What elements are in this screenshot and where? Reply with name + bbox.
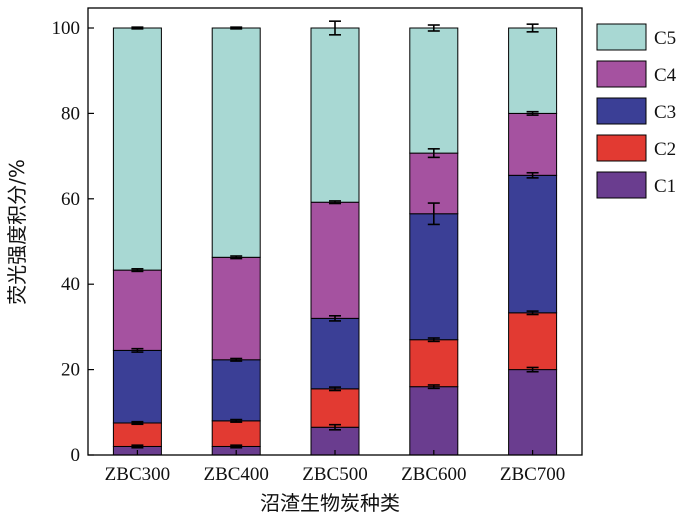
- legend-label-c5: C5: [654, 28, 676, 49]
- bar-zbc400-c3: [211, 359, 261, 422]
- legend-label-c3: C3: [654, 102, 676, 123]
- error-bar-zbc300-c4: [131, 268, 144, 273]
- error-bar-zbc700-c5: [526, 23, 539, 33]
- error-bar-zbc500-c4: [329, 200, 341, 205]
- error-bar-zbc500-c5: [329, 20, 341, 36]
- x-axis: ZBC300 ZBC400 ZBC500 ZBC600 ZBC700: [105, 450, 565, 485]
- bar-zbc700-c1: [508, 369, 558, 456]
- y-tick-label-80: 80: [61, 103, 80, 124]
- error-bar-zbc700-c4: [526, 110, 539, 116]
- legend-label-c4: C4: [654, 65, 677, 86]
- error-bar-zbc700-c2: [526, 310, 539, 316]
- error-bar-zbc500-c2: [329, 386, 341, 392]
- bars-layer: [112, 27, 558, 456]
- legend-swatch-c3: [596, 97, 647, 125]
- y-tick-label-20: 20: [61, 360, 80, 381]
- bar-zbc400-c4: [211, 256, 261, 361]
- bar-zbc600-c3: [409, 213, 459, 341]
- bar-zbc400-c2: [211, 420, 261, 447]
- legend-swatch-c5: [596, 23, 647, 51]
- bar-zbc700-c5: [508, 27, 558, 114]
- error-bar-zbc500-c1: [329, 423, 341, 431]
- y-axis: 0 20 40 60 80 100: [52, 18, 94, 466]
- x-tick-label-zbc700: ZBC700: [500, 464, 565, 485]
- legend-label-c1: C1: [654, 176, 676, 197]
- error-bar-zbc600-c2: [427, 337, 440, 343]
- bar-zbc500-c3: [310, 317, 360, 390]
- x-axis-title: 沼渣生物炭种类: [260, 491, 400, 515]
- x-tick-label-zbc600: ZBC600: [401, 464, 466, 485]
- error-bar-zbc700-c3: [526, 171, 539, 179]
- error-bar-zbc600-c3: [427, 202, 440, 226]
- y-tick-label-40: 40: [61, 274, 80, 295]
- bar-zbc700-c4: [508, 112, 558, 176]
- legend: C5 C4 C3 C2 C1: [596, 23, 677, 199]
- bar-zbc300-c4: [112, 269, 162, 351]
- y-tick-label-60: 60: [61, 189, 80, 210]
- error-bar-zbc400-c5: [230, 26, 243, 30]
- error-bar-zbc600-c5: [427, 24, 440, 32]
- error-bar-zbc300-c3: [131, 347, 144, 353]
- bar-zbc300-c3: [112, 349, 162, 424]
- bar-zbc600-c5: [409, 27, 459, 154]
- bar-zbc700-c2: [508, 312, 558, 371]
- error-bar-zbc500-c3: [329, 314, 341, 322]
- bar-zbc600-c2: [409, 339, 459, 388]
- bar-zbc300-c5: [112, 27, 162, 271]
- bar-zbc700-c3: [508, 174, 558, 314]
- bar-zbc500-c2: [310, 388, 360, 428]
- y-axis-title: 荧光强度积分/%: [5, 159, 29, 305]
- bar-zbc300-c2: [112, 422, 162, 447]
- error-bar-zbc600-c1: [427, 384, 440, 390]
- legend-label-c2: C2: [654, 139, 676, 160]
- error-bar-zbc700-c1: [526, 366, 539, 373]
- y-tick-label-0: 0: [71, 445, 81, 466]
- error-bar-zbc400-c3: [230, 357, 243, 362]
- error-bar-zbc400-c2: [230, 418, 243, 423]
- error-bar-zbc400-c4: [230, 255, 243, 260]
- bar-zbc600-c1: [409, 386, 459, 456]
- x-tick-label-zbc300: ZBC300: [105, 464, 170, 485]
- legend-swatch-c2: [596, 134, 647, 162]
- bar-zbc400-c5: [211, 27, 261, 258]
- legend-swatch-c1: [596, 171, 647, 199]
- error-bar-zbc300-c2: [131, 420, 144, 426]
- legend-swatch-c4: [596, 60, 647, 88]
- x-tick-label-zbc500: ZBC500: [302, 464, 367, 485]
- error-bar-zbc600-c4: [427, 148, 440, 159]
- x-tick-label-zbc400: ZBC400: [203, 464, 268, 485]
- error-bar-zbc300-c5: [131, 26, 144, 30]
- bar-zbc500-c5: [310, 27, 360, 203]
- error-bars-layer: [131, 20, 539, 449]
- error-bar-zbc400-c1: [230, 444, 243, 449]
- bar-zbc500-c4: [310, 201, 360, 319]
- error-bar-zbc300-c1: [131, 444, 144, 449]
- y-tick-label-100: 100: [52, 18, 81, 39]
